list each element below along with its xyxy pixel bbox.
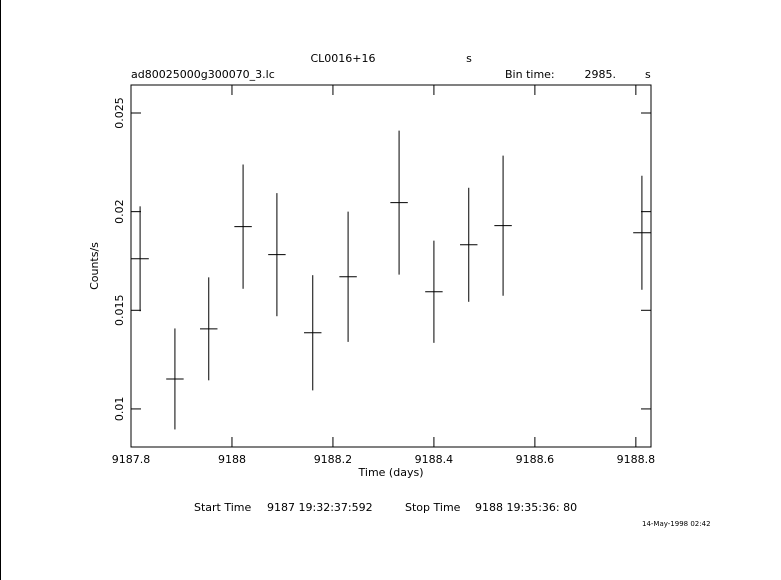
start-value: 9187 19:32:37:592 [267, 501, 373, 514]
x-tick-label: 9188.6 [516, 453, 555, 466]
x-tick-label: 9188 [218, 453, 246, 466]
y-tick-label: 0.02 [113, 199, 126, 224]
x-axis-label: Time (days) [358, 466, 424, 479]
bin-time-unit: s [645, 68, 651, 81]
y-tick-label: 0.015 [113, 295, 126, 327]
start-label: Start Time [194, 501, 252, 514]
y-tick-label: 0.01 [113, 397, 126, 422]
subtitle: ad80025000g300070_3.lc [131, 68, 275, 81]
y-axis-label: Counts/s [88, 242, 101, 290]
stop-label: Stop Time [405, 501, 461, 514]
stop-value: 9188 19:35:36: 80 [475, 501, 577, 514]
plot-frame [130, 84, 652, 448]
timestamp: 14-May-1998 02:42 [642, 520, 711, 528]
title-suffix: s [466, 52, 472, 65]
x-tick-label: 9187.8 [112, 453, 151, 466]
x-tick-label: 9188.8 [617, 453, 656, 466]
chart-title: CL0016+16 [310, 52, 375, 65]
bin-time: 2985. [585, 68, 617, 81]
x-tick-label: 9188.4 [415, 453, 454, 466]
x-tick-label: 9188.2 [314, 453, 353, 466]
y-tick-label: 0.025 [113, 97, 126, 129]
bin-time-label: Bin time: [505, 68, 555, 81]
